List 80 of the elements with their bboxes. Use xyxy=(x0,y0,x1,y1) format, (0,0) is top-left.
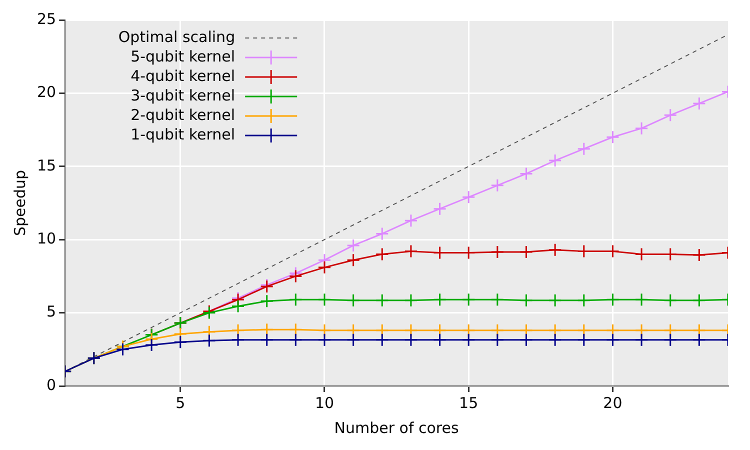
legend-label: 1-qubit kernel xyxy=(130,125,236,144)
y-tick-label: 15 xyxy=(36,156,56,174)
point xyxy=(375,294,389,308)
point xyxy=(231,299,245,313)
point xyxy=(548,294,562,308)
point xyxy=(404,333,418,347)
point xyxy=(490,245,504,259)
point xyxy=(606,292,620,306)
point xyxy=(462,333,476,347)
point xyxy=(462,292,476,306)
point xyxy=(462,190,476,204)
point xyxy=(202,334,216,348)
point xyxy=(346,253,360,267)
point xyxy=(433,292,447,306)
point xyxy=(577,294,591,308)
legend-label: 2-qubit kernel xyxy=(130,106,236,124)
point xyxy=(433,333,447,347)
point xyxy=(490,333,504,347)
point xyxy=(318,333,332,347)
point xyxy=(404,244,418,258)
point xyxy=(692,96,706,110)
x-tick-label: 20 xyxy=(603,394,622,412)
point xyxy=(606,333,620,347)
point xyxy=(288,269,302,283)
point xyxy=(346,333,360,347)
point xyxy=(519,333,533,347)
legend-label: 5-qubit kernel xyxy=(130,47,236,66)
point xyxy=(606,130,620,144)
point xyxy=(548,243,562,257)
point xyxy=(692,333,706,347)
x-tick-label: 10 xyxy=(314,394,334,412)
point xyxy=(346,294,360,308)
point xyxy=(318,260,332,274)
point xyxy=(144,338,158,352)
point xyxy=(375,333,389,347)
point xyxy=(260,294,274,308)
point xyxy=(577,333,591,347)
point xyxy=(375,247,389,261)
point xyxy=(664,108,678,122)
point xyxy=(692,248,706,262)
point xyxy=(231,333,245,347)
y-tick-label: 5 xyxy=(46,302,56,321)
point xyxy=(664,333,678,347)
point xyxy=(692,294,706,308)
x-tick-label: 15 xyxy=(459,394,478,412)
y-axis-title: Speedup xyxy=(10,170,29,236)
point xyxy=(260,333,274,347)
point xyxy=(404,214,418,228)
point xyxy=(404,294,418,308)
point xyxy=(548,333,562,347)
point xyxy=(548,154,562,168)
point xyxy=(375,226,389,240)
point xyxy=(288,322,302,336)
point xyxy=(519,294,533,308)
y-tick-label: 0 xyxy=(46,376,56,394)
y-tick-label: 25 xyxy=(36,10,56,28)
point xyxy=(116,342,130,356)
point xyxy=(318,292,332,306)
point xyxy=(346,238,360,252)
legend-label: 4-qubit kernel xyxy=(130,66,236,85)
point xyxy=(664,294,678,308)
point xyxy=(634,122,648,136)
x-tick-label: 5 xyxy=(176,394,186,412)
point xyxy=(519,245,533,259)
point xyxy=(433,202,447,216)
point xyxy=(260,322,274,336)
point xyxy=(634,333,648,347)
point xyxy=(174,335,188,349)
point xyxy=(490,292,504,306)
legend-label: 3-qubit kernel xyxy=(130,86,236,104)
y-tick-label: 10 xyxy=(36,229,56,248)
point xyxy=(519,166,533,180)
y-tick-label: 20 xyxy=(36,83,56,102)
point xyxy=(490,178,504,192)
legend-label: Optimal scaling xyxy=(118,28,236,46)
x-axis-title: Number of cores xyxy=(334,418,460,437)
point xyxy=(288,333,302,347)
point xyxy=(288,292,302,306)
point xyxy=(577,142,591,156)
point xyxy=(634,292,648,306)
